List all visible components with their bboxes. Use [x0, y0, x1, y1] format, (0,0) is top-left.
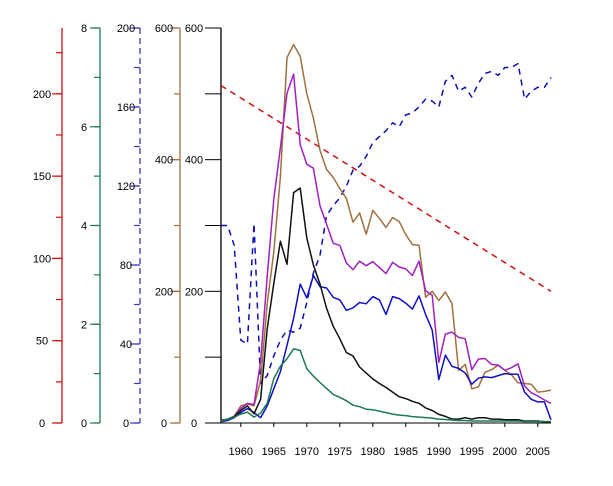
axis-green: 0 2 4 6 8 — [81, 23, 101, 430]
axis-tick-label-brown: 200 — [155, 286, 173, 298]
axis-tick-label-green: 6 — [81, 122, 87, 134]
axis-tick-label-main: 0 — [191, 418, 197, 430]
series-line-4 — [220, 274, 552, 423]
axis-red: 0 50 100 150 200 — [33, 28, 63, 430]
x-tick-label: 1980 — [361, 446, 385, 458]
x-tick-label: 1970 — [295, 446, 319, 458]
axis-tick-label-blue: 160 — [117, 102, 135, 114]
axes-layer: 0501001502000246804080120160200020040060… — [33, 23, 222, 430]
axis-tick-label-blue: 200 — [117, 23, 135, 35]
axis-tick-label-red: 0 — [39, 418, 45, 430]
x-tick-label: 2000 — [493, 446, 517, 458]
series-line-3 — [220, 73, 552, 423]
x-axis: 1960 1965 1970 1975 1980 1985 1990 1995 2000 2005 — [221, 422, 551, 458]
axis-tick-label-green: 4 — [81, 221, 87, 233]
axis-tick-label-green: 0 — [81, 418, 87, 430]
axis-tick-label-main: 400 — [185, 155, 203, 167]
x-tick-label: 1995 — [460, 446, 484, 458]
axis-blue: 0 40 80 120 160 200 — [117, 23, 141, 430]
axis-tick-label-blue: 40 — [120, 339, 132, 351]
x-tick-label: 1960 — [229, 446, 253, 458]
x-tick-label: 2005 — [526, 446, 550, 458]
series-line-5 — [220, 187, 551, 423]
axis-tick-label-red: 150 — [33, 171, 51, 183]
series-line-2 — [220, 43, 552, 423]
axis-tick-label-red: 200 — [33, 89, 51, 101]
x-tick-label: 1975 — [328, 446, 352, 458]
series-line-6 — [220, 348, 551, 423]
axis-tick-label-main: 600 — [185, 23, 203, 35]
x-tick-label: 1965 — [262, 446, 286, 458]
series-line-1 — [221, 62, 552, 385]
axis-tick-label-brown: 0 — [161, 418, 167, 430]
x-tick-label: 1990 — [427, 446, 451, 458]
axis-tick-label-red: 100 — [33, 253, 51, 265]
series-layer — [220, 43, 552, 423]
x-tick-label: 1985 — [394, 446, 418, 458]
axis-tick-label-red: 50 — [36, 336, 48, 348]
axis-tick-label-brown: 400 — [155, 155, 173, 167]
axis-tick-label-blue: 0 — [123, 418, 129, 430]
axis-tick-label-green: 8 — [81, 23, 87, 35]
axis-tick-label-blue: 80 — [120, 260, 132, 272]
axis-tick-label-brown: 600 — [155, 23, 173, 35]
axis-main: 0 200 400 600 — [185, 23, 222, 430]
axis-brown: 0 200 400 600 — [155, 23, 181, 430]
axis-tick-label-green: 2 — [81, 319, 87, 331]
axis-tick-label-main: 200 — [185, 286, 203, 298]
series-line-0 — [220, 84, 552, 292]
axis-tick-label-blue: 120 — [117, 181, 135, 193]
